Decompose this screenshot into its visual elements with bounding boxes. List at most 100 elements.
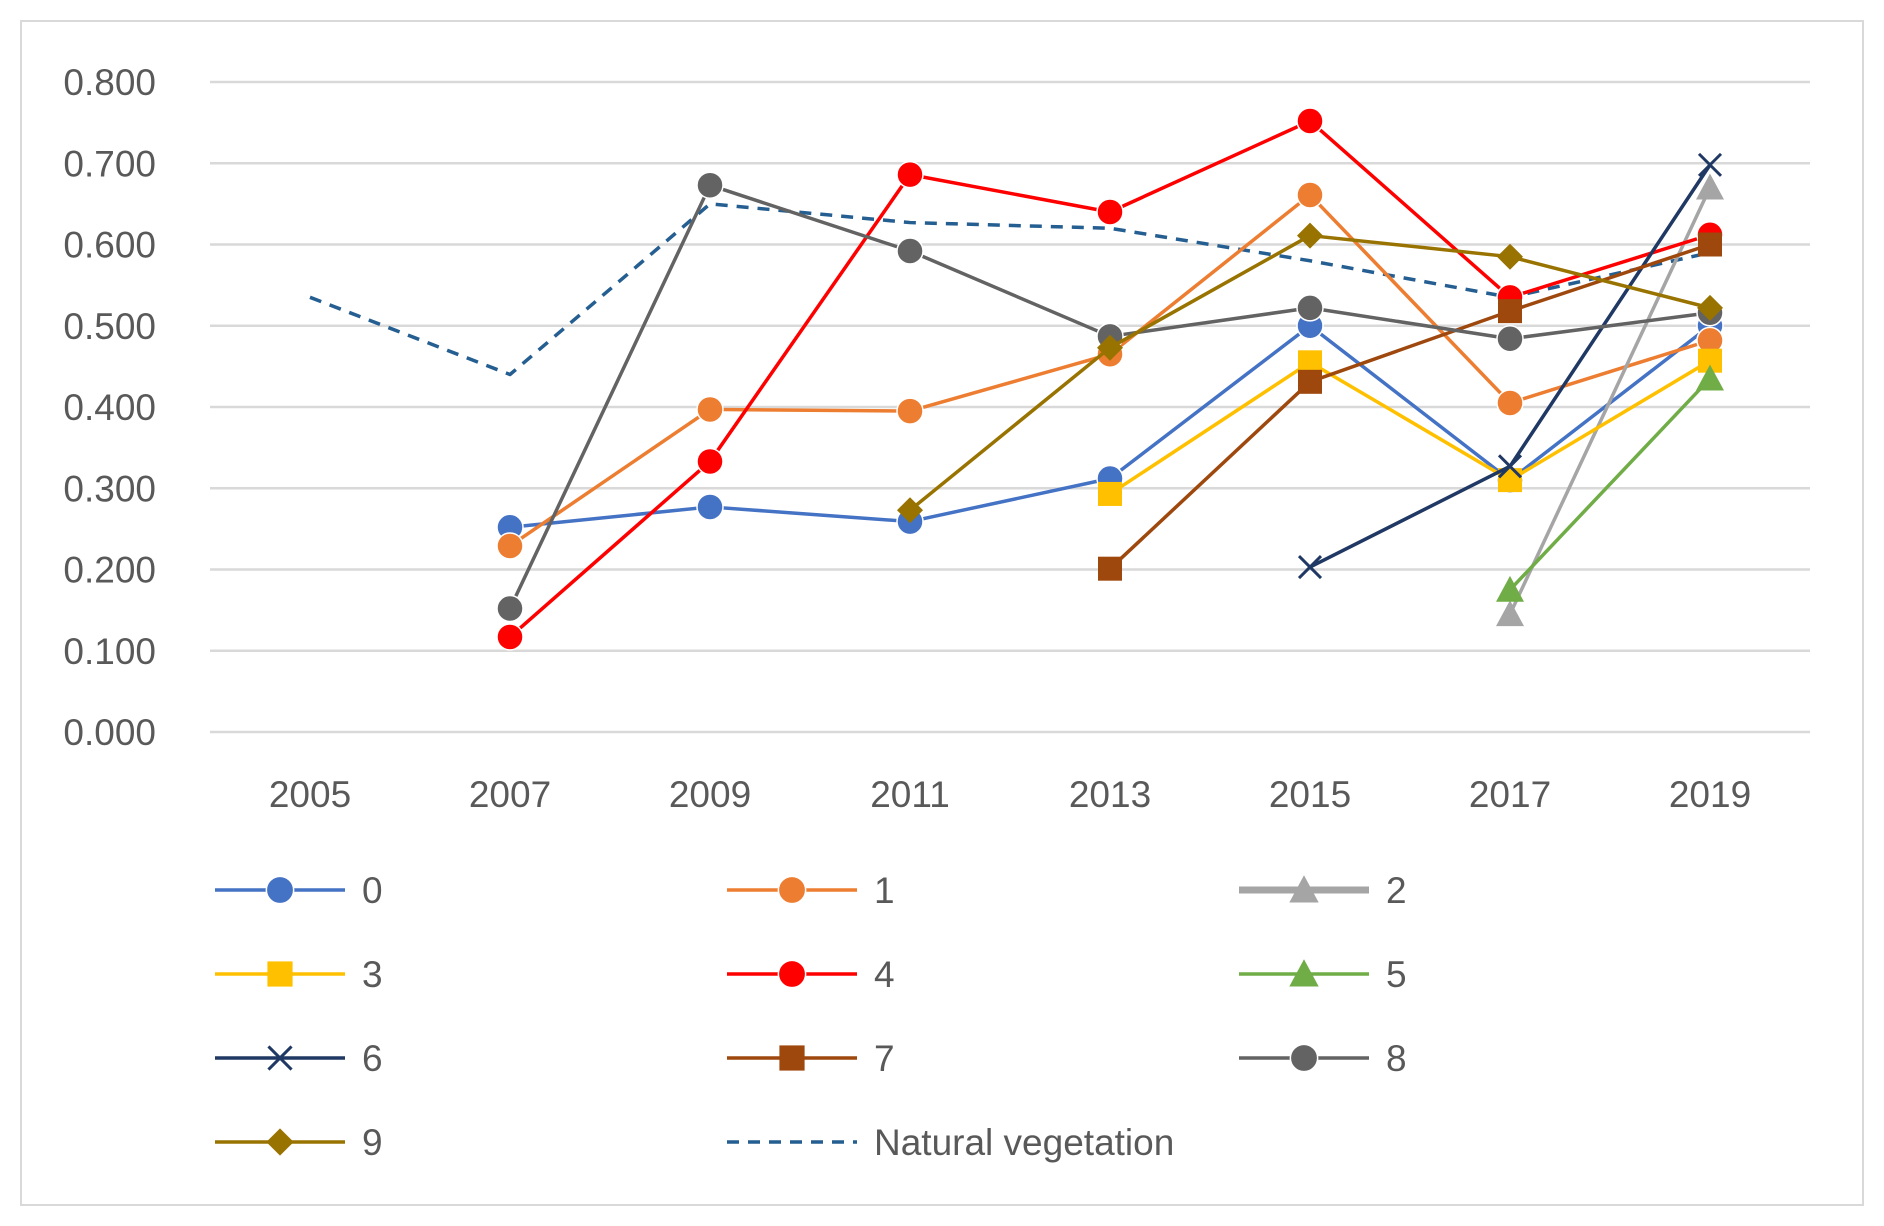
series-8 (496, 171, 1724, 623)
data-point (777, 875, 807, 905)
legend-item: 8 (1239, 1038, 1407, 1079)
data-point (267, 961, 293, 987)
series-line (1508, 377, 1712, 592)
x-tick-label: 2011 (870, 774, 950, 815)
y-tick-label: 0.200 (63, 550, 156, 591)
legend-item: Natural vegetation (727, 1122, 1174, 1163)
data-point (1296, 181, 1324, 209)
data-point (1697, 152, 1723, 177)
chart-frame: 0.000 0.100 0.200 0.300 0.400 0.500 0.600 0.700… (20, 20, 1864, 1206)
data-point (1696, 364, 1724, 391)
data-point (1097, 334, 1123, 361)
data-point (896, 160, 924, 189)
legend-label: 5 (1386, 954, 1407, 995)
x-tick-label: 2015 (1269, 774, 1351, 815)
series-7 (1098, 232, 1722, 581)
data-point (1296, 294, 1324, 322)
y-tick-label: 0.700 (63, 143, 156, 184)
data-point (696, 171, 724, 199)
data-point (777, 959, 807, 989)
data-point (1497, 243, 1523, 270)
legend: 0 1 2 3 4 5 6 7 8 9 Natural vegetation (215, 870, 1407, 1163)
data-point (696, 395, 724, 424)
legend-label: 7 (874, 1038, 895, 1079)
data-point (1098, 556, 1122, 581)
y-axis-ticks: 0.000 0.100 0.200 0.300 0.400 0.500 0.600 0.700… (63, 62, 156, 753)
legend-label: 0 (362, 870, 383, 911)
data-point (265, 875, 295, 905)
legend-item: 6 (215, 1038, 383, 1079)
legend-item: 3 (215, 954, 383, 995)
legend-label: 6 (362, 1038, 383, 1079)
y-tick-label: 0.100 (63, 631, 156, 672)
legend-item: 5 (1239, 954, 1407, 995)
series-3 (1098, 348, 1722, 506)
x-axis-ticks: 2005 2007 2009 2011 2013 2015 2017 2019 (269, 774, 1751, 815)
series-lines (309, 107, 1724, 651)
data-point (496, 623, 524, 651)
legend-item: 4 (727, 954, 895, 995)
data-point (779, 1045, 805, 1071)
data-point (1497, 454, 1523, 479)
data-point (1098, 481, 1122, 506)
data-point (1289, 875, 1319, 903)
data-point (1298, 369, 1322, 394)
data-point (1496, 389, 1524, 417)
data-point (1297, 222, 1323, 249)
data-point (1496, 575, 1524, 602)
legend-item: 9 (215, 1122, 383, 1163)
data-point (1289, 1043, 1319, 1073)
legend-item: 1 (727, 870, 895, 911)
data-point (1297, 555, 1323, 580)
data-point (1096, 198, 1124, 226)
legend-item: 0 (215, 870, 383, 911)
data-point (696, 493, 724, 521)
data-point (1498, 299, 1522, 324)
x-tick-label: 2019 (1669, 774, 1751, 815)
data-point (897, 497, 923, 524)
data-point (1697, 294, 1723, 321)
legend-item: 2 (1239, 870, 1407, 911)
x-tick-label: 2009 (669, 774, 751, 815)
data-point (266, 1128, 294, 1156)
legend-label: 1 (874, 870, 895, 911)
legend-label: 9 (362, 1122, 383, 1163)
legend-item: 7 (727, 1038, 895, 1079)
data-point (267, 1045, 293, 1071)
x-tick-label: 2017 (1469, 774, 1551, 815)
gridlines (210, 80, 1810, 734)
data-point (896, 397, 924, 425)
series-line (1108, 242, 1711, 570)
y-tick-label: 0.800 (63, 62, 156, 103)
series-line (1109, 359, 1711, 496)
series-line (1508, 186, 1712, 615)
series-9 (897, 222, 1723, 524)
x-tick-label: 2005 (269, 774, 351, 815)
data-point (696, 447, 724, 476)
data-point (496, 532, 524, 560)
legend-label: 3 (362, 954, 383, 995)
data-point (496, 594, 524, 623)
series-line (1309, 163, 1712, 569)
legend-label: 2 (1386, 870, 1407, 911)
data-point (896, 237, 924, 265)
series-2 (1496, 173, 1724, 627)
legend-label: 4 (874, 954, 895, 995)
y-tick-label: 0.000 (63, 712, 156, 753)
data-point (1296, 107, 1324, 135)
legend-label: 8 (1386, 1038, 1407, 1079)
series-5 (1496, 364, 1724, 602)
data-point (1496, 600, 1524, 627)
x-tick-label: 2007 (469, 774, 551, 815)
data-point (1698, 232, 1722, 257)
series-natural-vegetation (309, 202, 1711, 377)
series-line (309, 202, 1711, 377)
y-tick-label: 0.400 (63, 387, 156, 428)
data-point (1696, 173, 1724, 200)
y-tick-label: 0.300 (63, 468, 156, 509)
data-point (1496, 325, 1524, 353)
legend-label: Natural vegetation (874, 1122, 1174, 1163)
y-tick-label: 0.600 (63, 225, 156, 266)
line-chart: 0.000 0.100 0.200 0.300 0.400 0.500 0.600 0.700… (63, 62, 1810, 1163)
x-tick-label: 2013 (1069, 774, 1151, 815)
